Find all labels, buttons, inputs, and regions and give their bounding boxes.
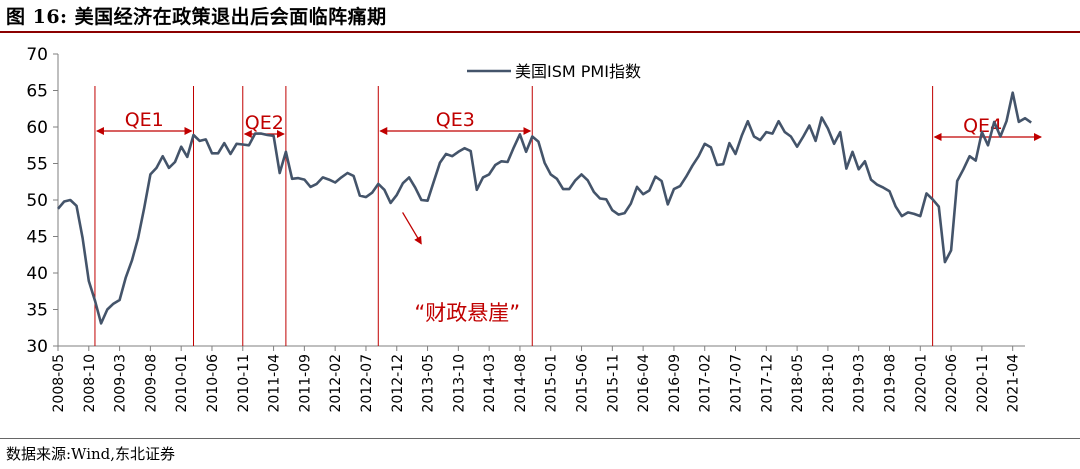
y-tick-label: 40 bbox=[26, 264, 48, 284]
x-tick-label: 2010-11 bbox=[236, 354, 252, 413]
x-tick-label: 2011-09 bbox=[297, 354, 313, 413]
qe-label: QE2 bbox=[245, 112, 284, 134]
x-tick-label: 2017-07 bbox=[729, 354, 745, 413]
qe-annotations: QE1 QE2 QE3 QE4“财政悬崖” bbox=[94, 86, 1042, 346]
x-tick-label: 2020-06 bbox=[944, 354, 960, 413]
title-rule bbox=[0, 31, 1080, 33]
axes: 30 35 40 45 50 55 60 65 70 2008-05 2008-10 2009-03 2… bbox=[26, 45, 1025, 413]
x-tick-label: 2014-03 bbox=[482, 354, 498, 413]
fiscal-cliff-arrow bbox=[402, 212, 422, 245]
fiscal-cliff-label: “财政悬崖” bbox=[414, 301, 520, 325]
y-tick-label: 45 bbox=[26, 228, 48, 248]
x-tick-label: 2014-08 bbox=[513, 354, 529, 413]
x-tick-label: 2016-09 bbox=[667, 354, 683, 413]
series-layer bbox=[57, 91, 1032, 325]
x-tick-label: 2008-10 bbox=[82, 354, 98, 413]
x-tick-label: 2012-02 bbox=[328, 354, 344, 413]
x-tick-label: 2021-04 bbox=[1006, 354, 1022, 413]
x-tick-label: 2010-06 bbox=[205, 354, 221, 413]
x-tick-label: 2012-07 bbox=[359, 354, 375, 413]
x-tick-label: 2011-04 bbox=[267, 354, 283, 413]
x-tick-label: 2015-06 bbox=[575, 354, 591, 413]
x-tick-label: 2019-03 bbox=[852, 354, 868, 413]
qe-label: QE1 bbox=[125, 109, 164, 131]
x-tick-label: 2020-01 bbox=[913, 354, 929, 413]
figure-title: 图 16: 美国经济在政策退出后会面临阵痛期 bbox=[6, 6, 387, 28]
y-tick-label: 70 bbox=[26, 45, 48, 65]
x-tick-label: 2009-08 bbox=[143, 354, 159, 413]
x-tick-label: 2013-05 bbox=[421, 354, 437, 413]
bottom-rule bbox=[0, 438, 1080, 439]
x-tick-label: 2013-10 bbox=[451, 354, 467, 413]
y-tick-label: 65 bbox=[26, 82, 48, 102]
x-tick-label: 2017-12 bbox=[759, 354, 775, 413]
x-tick-label: 2015-01 bbox=[544, 354, 560, 413]
y-tick-label: 35 bbox=[26, 301, 48, 321]
x-tick-label: 2018-10 bbox=[821, 354, 837, 413]
y-tick-label: 30 bbox=[26, 337, 48, 357]
qe-label: QE3 bbox=[436, 109, 475, 131]
source-note: 数据来源:Wind,东北证券 bbox=[6, 445, 176, 463]
x-tick-label: 2015-11 bbox=[605, 354, 621, 413]
y-tick-label: 60 bbox=[26, 118, 48, 138]
legend-label: 美国ISM PMI指数 bbox=[515, 62, 641, 81]
y-tick-label: 55 bbox=[26, 155, 48, 175]
x-tick-label: 2010-01 bbox=[174, 354, 190, 413]
x-tick-label: 2016-04 bbox=[636, 354, 652, 413]
y-tick-label: 50 bbox=[26, 191, 48, 211]
x-tick-label: 2019-08 bbox=[882, 354, 898, 413]
x-tick-label: 2018-05 bbox=[790, 354, 806, 413]
x-tick-label: 2017-02 bbox=[698, 354, 714, 413]
legend: 美国ISM PMI指数 bbox=[467, 62, 641, 81]
x-tick-label: 2008-05 bbox=[51, 354, 67, 413]
x-tick-label: 2012-12 bbox=[390, 354, 406, 413]
pmi-series-line bbox=[57, 91, 1032, 325]
x-tick-label: 2009-03 bbox=[113, 354, 129, 413]
x-tick-label: 2020-11 bbox=[975, 354, 991, 413]
